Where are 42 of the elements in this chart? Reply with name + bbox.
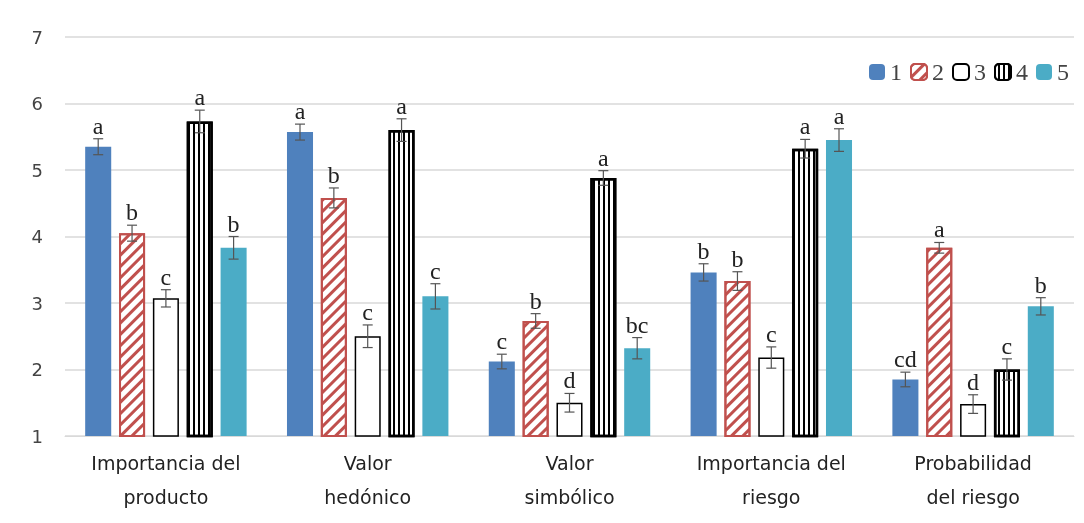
x-tick-label: Valor hedónico [324,452,412,508]
legend-label: 1 [890,59,902,85]
x-tick-label: Probabilidad del riesgo [914,452,1032,508]
legend-label: 4 [1016,59,1028,85]
data-label: d [563,367,576,394]
data-label: c [765,320,777,347]
legend-label: 5 [1057,59,1069,85]
data-label: a [92,112,104,139]
data-label: c [1001,332,1013,359]
data-label: c [496,328,508,355]
data-label: b [697,237,710,264]
x-tick-label: Importancia del riesgo [696,452,846,508]
x-tick-label: Valor simbólico [524,452,615,508]
legend-label: 3 [974,59,986,85]
data-label: b [1034,271,1047,298]
data-label: a [933,216,945,243]
y-tick-label: 4 [31,226,43,247]
y-tick-label: 5 [31,159,43,181]
data-label: d [967,368,980,395]
data-label: b [126,199,139,226]
data-label: a [194,84,206,111]
data-label: b [731,245,744,272]
data-label: a [833,102,845,129]
data-label: b [227,210,240,237]
data-label: c [160,263,172,290]
data-label: a [396,92,408,119]
legend-label: 2 [932,59,944,85]
data-label: a [294,98,306,125]
y-tick-label: 1 [31,425,43,447]
y-tick-label: 3 [31,292,43,314]
data-label: a [598,144,610,171]
data-label: bc [625,311,649,338]
y-tick-label: 6 [31,93,43,114]
y-tick-label: 2 [31,359,43,380]
data-label: b [327,161,340,188]
data-label: a [799,113,811,140]
data-label: c [430,257,441,284]
x-tick-label: Importancia del producto [91,452,241,508]
data-label: b [529,287,542,314]
y-tick-label: 7 [31,26,43,48]
data-label: c [362,298,374,325]
data-label: cd [894,346,917,373]
